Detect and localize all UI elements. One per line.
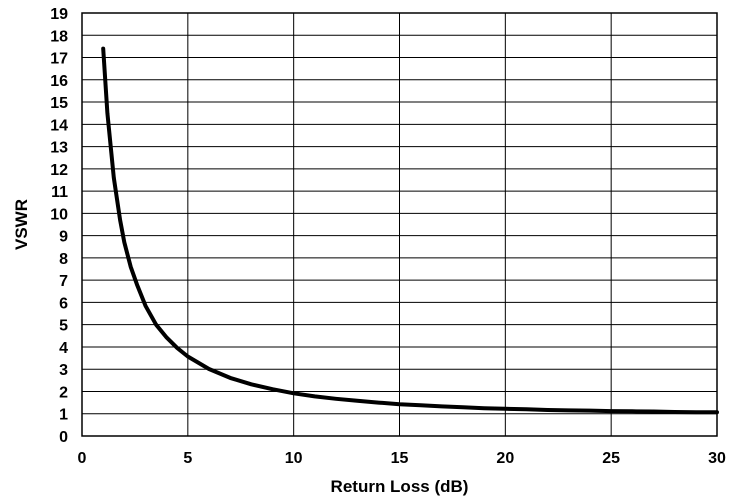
y-tick-label: 1	[59, 407, 68, 424]
y-tick-label: 15	[50, 95, 68, 112]
x-tick-labels: 0 5 10 15 20 25 30	[78, 450, 726, 467]
x-tick-label: 15	[391, 450, 409, 467]
y-tick-label: 8	[59, 251, 68, 268]
x-tick-label: 0	[78, 450, 87, 467]
y-tick-label: 19	[50, 6, 68, 23]
y-tick-label: 13	[50, 140, 68, 157]
x-tick-label: 30	[708, 450, 726, 467]
plot-frame	[81, 12, 718, 437]
y-tick-label: 9	[59, 229, 68, 246]
y-tick-label: 3	[59, 362, 68, 379]
y-tick-label: 12	[50, 162, 68, 179]
series-layer	[101, 46, 719, 415]
y-tick-label: 0	[59, 429, 68, 446]
y-tick-label: 18	[50, 28, 68, 45]
x-tick-label: 5	[183, 450, 192, 467]
y-tick-label: 2	[59, 384, 68, 401]
x-axis-label: Return Loss (dB)	[331, 477, 469, 496]
y-tick-label: 10	[50, 206, 68, 223]
y-tick-label: 6	[59, 295, 68, 312]
y-tick-label: 11	[51, 184, 68, 201]
y-axis-label: VSWR	[12, 199, 31, 250]
y-tick-label: 7	[59, 273, 68, 290]
grid	[81, 12, 718, 437]
y-tick-label: 4	[59, 340, 68, 357]
vswr-series-line	[101, 46, 719, 415]
y-tick-label: 14	[50, 117, 68, 134]
x-tick-label: 10	[285, 450, 303, 467]
x-tick-label: 20	[496, 450, 514, 467]
y-tick-label: 17	[50, 51, 68, 68]
x-tick-label: 25	[602, 450, 620, 467]
y-tick-label: 5	[59, 318, 68, 335]
y-tick-label: 16	[50, 73, 68, 90]
